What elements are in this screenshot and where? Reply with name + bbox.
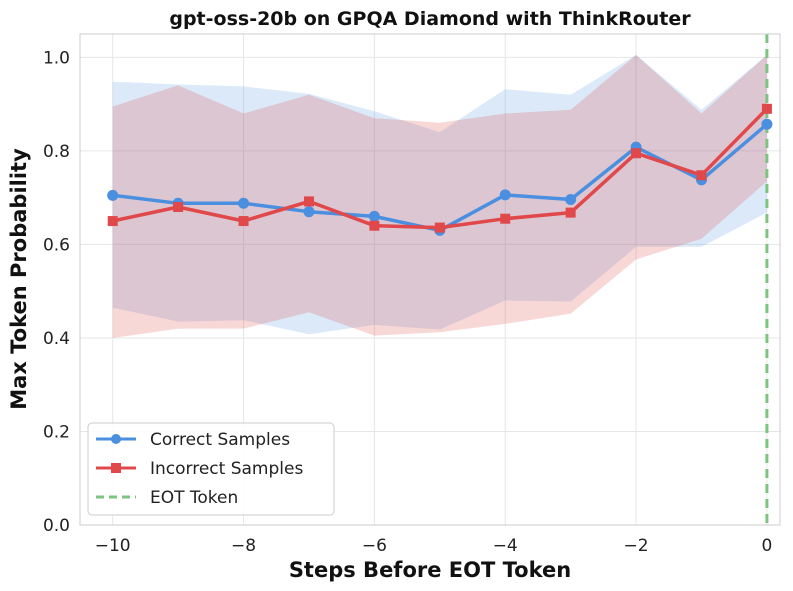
- plot-frame: [79, 33, 781, 526]
- y-tick-label: 0.8: [43, 142, 70, 162]
- x-tick-label: −2: [624, 536, 649, 556]
- correct-point: [303, 206, 315, 218]
- y-ticks: 0.0 0.2 0.4 0.6 0.8 1.0: [43, 48, 70, 536]
- correct-point: [565, 194, 577, 206]
- correct-point: [238, 197, 250, 209]
- incorrect-point: [173, 202, 184, 213]
- incorrect-point: [369, 220, 380, 231]
- legend-eot-label: EOT Token: [150, 488, 238, 508]
- x-axis-label: Steps Before EOT Token: [289, 558, 571, 582]
- y-tick-label: 0.6: [43, 235, 70, 255]
- legend-correct-marker: [111, 434, 121, 444]
- y-axis-label: Max Token Probability: [7, 148, 31, 410]
- legend-box: [87, 422, 335, 516]
- incorrect-point: [565, 207, 576, 218]
- legend-incorrect-label: Incorrect Samples: [150, 459, 303, 479]
- incorrect-point: [303, 196, 314, 207]
- x-ticks: −10 −8 −6 −4 −2 0: [95, 536, 773, 556]
- chart-title: gpt-oss-20b on GPQA Diamond with ThinkRo…: [169, 8, 691, 30]
- incorrect-point: [696, 170, 707, 181]
- y-tick-label: 0.0: [43, 516, 70, 536]
- incorrect-point: [434, 222, 445, 233]
- y-tick-label: 0.2: [43, 422, 70, 442]
- confidence-bands: [112, 55, 767, 338]
- legend-incorrect-marker: [111, 463, 121, 473]
- y-tick-label: 1.0: [43, 48, 70, 68]
- correct-point: [761, 118, 773, 130]
- correct-point: [107, 189, 119, 201]
- x-tick-label: 0: [762, 536, 773, 556]
- correct-confidence-band: [112, 55, 767, 335]
- series-layer: [107, 103, 773, 236]
- y-tick-label: 0.4: [43, 329, 70, 349]
- x-tick-label: −4: [493, 536, 518, 556]
- correct-point: [499, 189, 511, 201]
- incorrect-point: [631, 148, 642, 159]
- incorrect-point: [107, 216, 118, 227]
- x-tick-label: −6: [362, 536, 387, 556]
- incorrect-point: [238, 216, 249, 227]
- incorrect-confidence-band: [112, 55, 767, 338]
- x-tick-label: −10: [95, 536, 131, 556]
- incorrect-point: [500, 213, 511, 224]
- incorrect-point: [761, 103, 772, 114]
- legend: Correct Samples Incorrect Samples EOT To…: [87, 422, 335, 516]
- legend-correct-label: Correct Samples: [150, 430, 290, 450]
- correct-point: [368, 210, 380, 222]
- x-tick-label: −8: [231, 536, 256, 556]
